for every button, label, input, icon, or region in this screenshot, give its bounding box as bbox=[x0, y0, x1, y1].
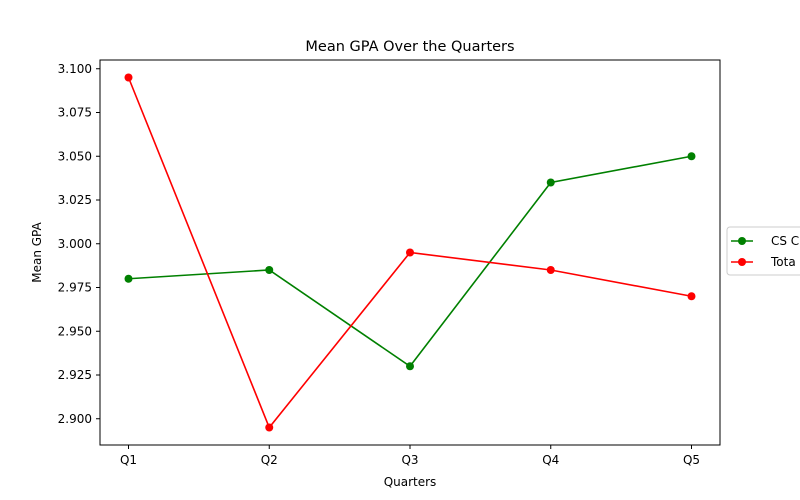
y-tick-label: 2.975 bbox=[58, 281, 92, 295]
y-tick-label: 3.075 bbox=[58, 106, 92, 120]
y-tick-label: 2.900 bbox=[58, 412, 92, 426]
legend: CS C Tota bbox=[726, 226, 800, 276]
chart-title: Mean GPA Over the Quarters bbox=[305, 39, 514, 55]
x-axis-label: Quarters bbox=[384, 475, 437, 489]
data-point bbox=[687, 152, 696, 161]
data-point bbox=[687, 292, 696, 301]
legend-swatch-marker bbox=[738, 237, 746, 245]
x-tick-label: Q5 bbox=[683, 453, 700, 467]
data-point bbox=[406, 248, 414, 257]
y-tick-label: 2.950 bbox=[58, 324, 92, 338]
x-axis: Q1 Q2 Q3 Q4 Q5 bbox=[120, 445, 700, 467]
x-tick-label: Q4 bbox=[542, 453, 559, 467]
data-point bbox=[124, 274, 133, 283]
data-point bbox=[265, 266, 274, 274]
legend-label: Tota bbox=[770, 255, 796, 269]
y-axis-label: Mean GPA bbox=[30, 221, 44, 282]
data-point bbox=[265, 423, 274, 432]
y-tick-label: 3.025 bbox=[58, 193, 92, 207]
y-tick-label: 3.050 bbox=[58, 149, 92, 163]
x-tick-label: Q1 bbox=[120, 453, 137, 467]
y-tick-label: 2.925 bbox=[58, 368, 92, 382]
data-point bbox=[124, 73, 133, 82]
legend-swatch-marker bbox=[738, 258, 746, 266]
y-tick-label: 3.000 bbox=[58, 237, 92, 251]
legend-label: CS C bbox=[771, 234, 799, 248]
data-point bbox=[406, 362, 414, 371]
series-1 bbox=[124, 152, 696, 371]
data-point bbox=[546, 178, 555, 187]
y-tick-label: 3.100 bbox=[58, 62, 92, 76]
x-tick-label: Q2 bbox=[261, 453, 278, 467]
series-2 bbox=[124, 73, 696, 432]
x-tick-label: Q3 bbox=[401, 453, 418, 467]
series-layer bbox=[124, 73, 696, 432]
y-axis: 2.900 2.925 2.950 2.975 3.000 3.025 3.050 3.075… bbox=[58, 62, 100, 426]
data-point bbox=[546, 266, 555, 274]
